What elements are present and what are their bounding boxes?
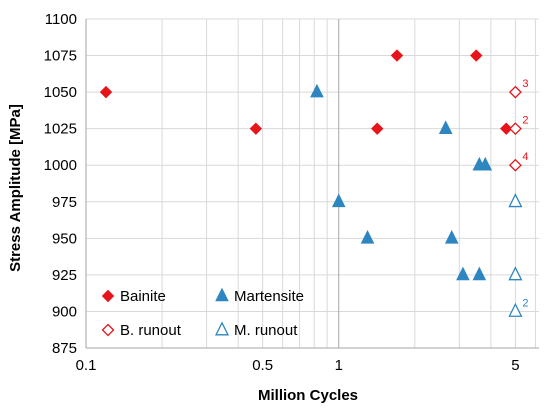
- runout-triangle-point: [508, 193, 523, 208]
- triangle-point: [310, 83, 324, 98]
- grid-lines: [85, 18, 539, 349]
- legend-triangle-icon: [215, 287, 229, 302]
- runout-triangle-point: [508, 266, 523, 281]
- x-tick-label: 1: [335, 357, 343, 374]
- y-tick-label: 1000: [44, 157, 77, 174]
- legend-diamond-icon: [101, 323, 115, 337]
- diamond-point: [500, 122, 513, 135]
- x-tick-label: 5: [511, 357, 519, 374]
- legend-diamond-icon: [101, 289, 115, 303]
- triangle-point: [478, 156, 493, 171]
- count-annotations: 3 2 4 2: [522, 78, 528, 309]
- legend-label: B. runout: [120, 322, 182, 339]
- diamond-point: [470, 49, 483, 62]
- x-tick-label: 0.5: [252, 357, 273, 374]
- runout-diamond-point: [508, 85, 522, 99]
- legend-label: Martensite: [234, 288, 304, 305]
- triangle-point: [438, 120, 453, 134]
- y-tick-label: 1100: [45, 11, 77, 28]
- triangle-point: [331, 193, 346, 208]
- y-tick-label: 1025: [44, 121, 77, 138]
- diamond-point: [371, 122, 384, 135]
- y-tick-label: 975: [52, 194, 77, 211]
- diamond-point: [249, 122, 263, 135]
- data-points: [99, 49, 523, 317]
- y-tick-label: 1075: [44, 48, 77, 65]
- legend-triangle-icon: [214, 321, 230, 336]
- triangle-point: [444, 230, 459, 244]
- x-tick-labels: 0.1 0.5 1 5: [76, 357, 520, 374]
- triangle-point: [456, 266, 470, 281]
- count-annotation: 2: [522, 297, 528, 309]
- count-annotation: 3: [522, 78, 528, 90]
- runout-triangle-point: [508, 302, 523, 317]
- triangle-point: [360, 230, 375, 244]
- y-tick-label: 1050: [44, 84, 77, 101]
- y-tick-label: 925: [52, 267, 77, 284]
- legend: Bainite Martensite B. runout M. runout: [101, 287, 304, 339]
- triangle-point: [472, 266, 487, 281]
- x-tick-label: 0.1: [76, 357, 97, 374]
- runout-diamond-point: [508, 122, 522, 136]
- y-tick-label: 875: [52, 340, 77, 357]
- y-tick-label: 950: [52, 230, 77, 247]
- diamond-point: [390, 49, 404, 62]
- y-tick-labels: 875 900 925 950 975 1000 1025 1050 1075 1100: [44, 11, 77, 357]
- y-tick-label: 900: [52, 303, 77, 320]
- legend-label: M. runout: [234, 322, 298, 339]
- y-axis-title: Stress Amplitude [MPa]: [7, 104, 24, 272]
- diamond-point: [99, 85, 113, 99]
- legend-label: Bainite: [120, 288, 166, 305]
- count-annotation: 2: [522, 115, 528, 127]
- count-annotation: 4: [522, 151, 528, 163]
- x-axis-title: Million Cycles: [258, 387, 358, 404]
- runout-diamond-point: [508, 158, 522, 172]
